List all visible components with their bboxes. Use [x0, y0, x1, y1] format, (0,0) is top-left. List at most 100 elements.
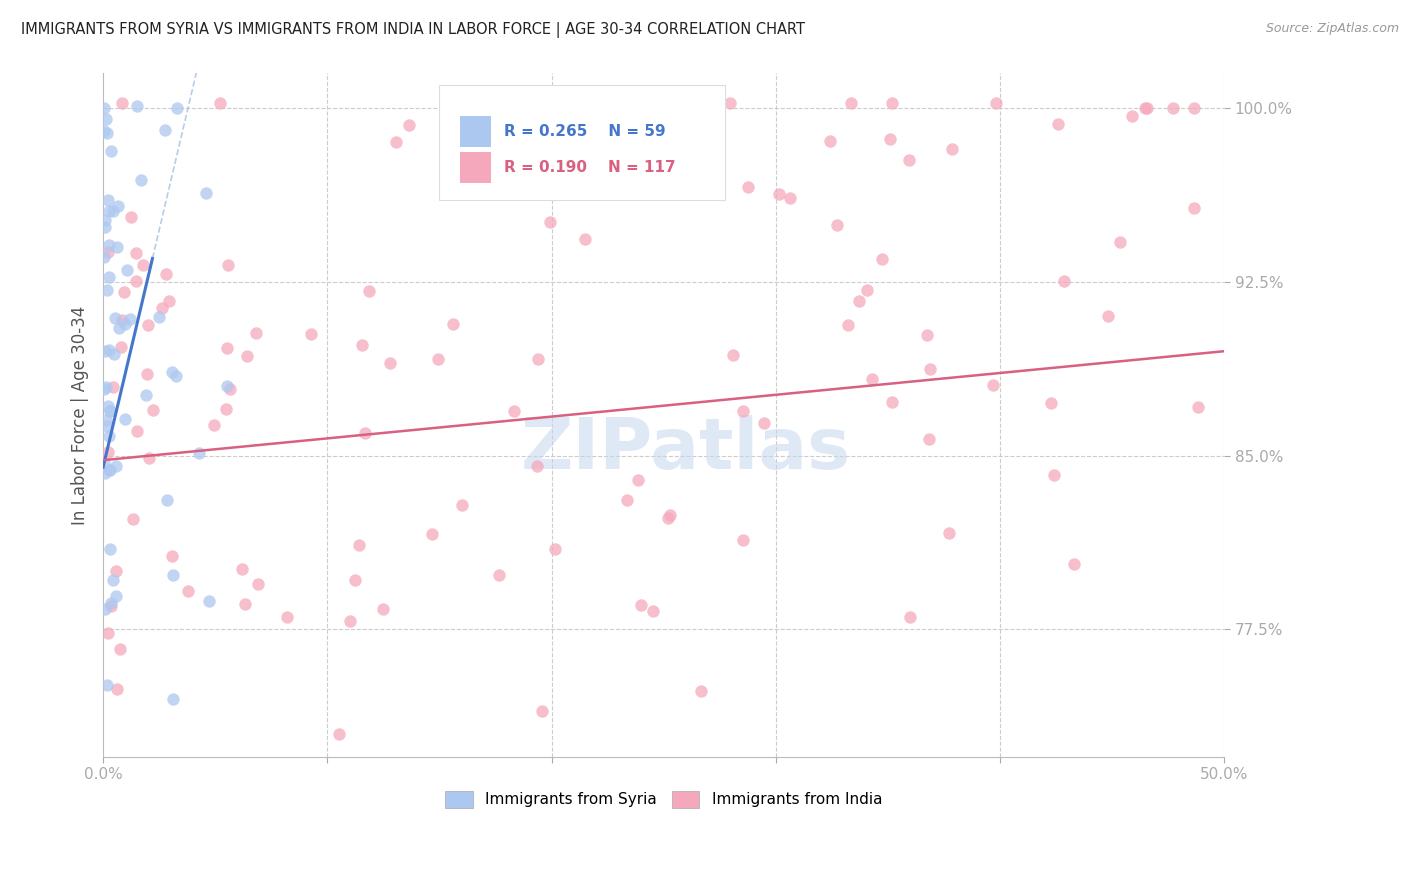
Point — [641, 603, 664, 617]
Point — [215, 401, 238, 416]
Point — [103, 573, 125, 587]
Point — [426, 352, 449, 367]
Point — [860, 372, 883, 386]
Point — [353, 425, 375, 440]
FancyBboxPatch shape — [440, 85, 725, 200]
Point — [160, 549, 183, 563]
Point — [111, 96, 134, 111]
Point — [97, 445, 120, 459]
Text: R = 0.265    N = 59: R = 0.265 N = 59 — [505, 124, 666, 138]
Point — [848, 293, 870, 308]
Point — [197, 594, 219, 608]
Point — [97, 203, 120, 218]
Point — [94, 413, 117, 427]
Point — [100, 596, 122, 610]
Point — [100, 145, 122, 159]
Point — [879, 132, 901, 146]
Point — [97, 270, 120, 285]
Point — [737, 180, 759, 194]
Point — [156, 492, 179, 507]
Point — [779, 190, 801, 204]
Point — [124, 245, 146, 260]
Point — [837, 318, 859, 332]
Point — [538, 215, 561, 229]
Point — [1136, 101, 1159, 115]
Point — [339, 614, 361, 628]
Point — [129, 173, 152, 187]
Point — [918, 432, 941, 446]
Point — [544, 541, 567, 556]
Point — [136, 318, 159, 332]
Point — [127, 424, 149, 438]
Point — [733, 533, 755, 548]
Legend: Immigrants from Syria, Immigrants from India: Immigrants from Syria, Immigrants from I… — [439, 784, 889, 814]
Point — [941, 142, 963, 156]
Point — [818, 134, 841, 148]
Point — [122, 512, 145, 526]
Point — [104, 311, 127, 326]
Point — [98, 541, 121, 556]
Point — [166, 101, 188, 115]
Point — [768, 187, 790, 202]
Point — [115, 263, 138, 277]
Point — [150, 301, 173, 315]
Point — [120, 211, 142, 225]
Text: IMMIGRANTS FROM SYRIA VS IMMIGRANTS FROM INDIA IN LABOR FORCE | AGE 30-34 CORREL: IMMIGRANTS FROM SYRIA VS IMMIGRANTS FROM… — [21, 22, 806, 38]
Point — [343, 573, 366, 587]
Point — [105, 682, 128, 697]
Point — [659, 508, 682, 523]
Point — [1043, 468, 1066, 483]
Point — [103, 347, 125, 361]
Point — [1187, 401, 1209, 415]
Point — [371, 602, 394, 616]
Point — [165, 369, 187, 384]
Point — [98, 404, 121, 418]
Point — [1063, 557, 1085, 571]
Point — [104, 589, 127, 603]
Point — [1047, 117, 1070, 131]
Point — [162, 691, 184, 706]
Point — [96, 678, 118, 692]
Point — [349, 538, 371, 552]
FancyBboxPatch shape — [460, 152, 491, 183]
Point — [328, 727, 350, 741]
Point — [352, 338, 374, 352]
Point — [98, 429, 121, 443]
Point — [1121, 109, 1143, 123]
Point — [100, 599, 122, 614]
Point — [731, 404, 754, 418]
Point — [98, 238, 121, 252]
Point — [1040, 396, 1063, 410]
Point — [690, 684, 713, 698]
Point — [195, 186, 218, 201]
Point — [114, 317, 136, 331]
Point — [236, 350, 259, 364]
Point — [94, 220, 117, 235]
Point — [984, 96, 1007, 111]
Point — [209, 96, 232, 111]
Point — [245, 326, 267, 341]
Point — [870, 252, 893, 266]
Point — [93, 456, 115, 470]
Point — [918, 362, 941, 376]
Point — [938, 526, 960, 541]
Point — [188, 446, 211, 460]
Point — [380, 356, 402, 370]
Point — [233, 598, 256, 612]
Point — [136, 367, 159, 381]
Point — [105, 458, 128, 473]
Point — [94, 466, 117, 480]
Y-axis label: In Labor Force | Age 30-34: In Labor Force | Age 30-34 — [72, 305, 89, 524]
Point — [98, 463, 121, 477]
Point — [94, 213, 117, 227]
Point — [217, 379, 239, 393]
Point — [96, 112, 118, 127]
Point — [488, 568, 510, 582]
Point — [825, 218, 848, 232]
Point — [217, 258, 239, 272]
Point — [94, 602, 117, 616]
Point — [138, 451, 160, 466]
Point — [648, 96, 671, 111]
Point — [754, 416, 776, 430]
Point — [530, 704, 553, 718]
